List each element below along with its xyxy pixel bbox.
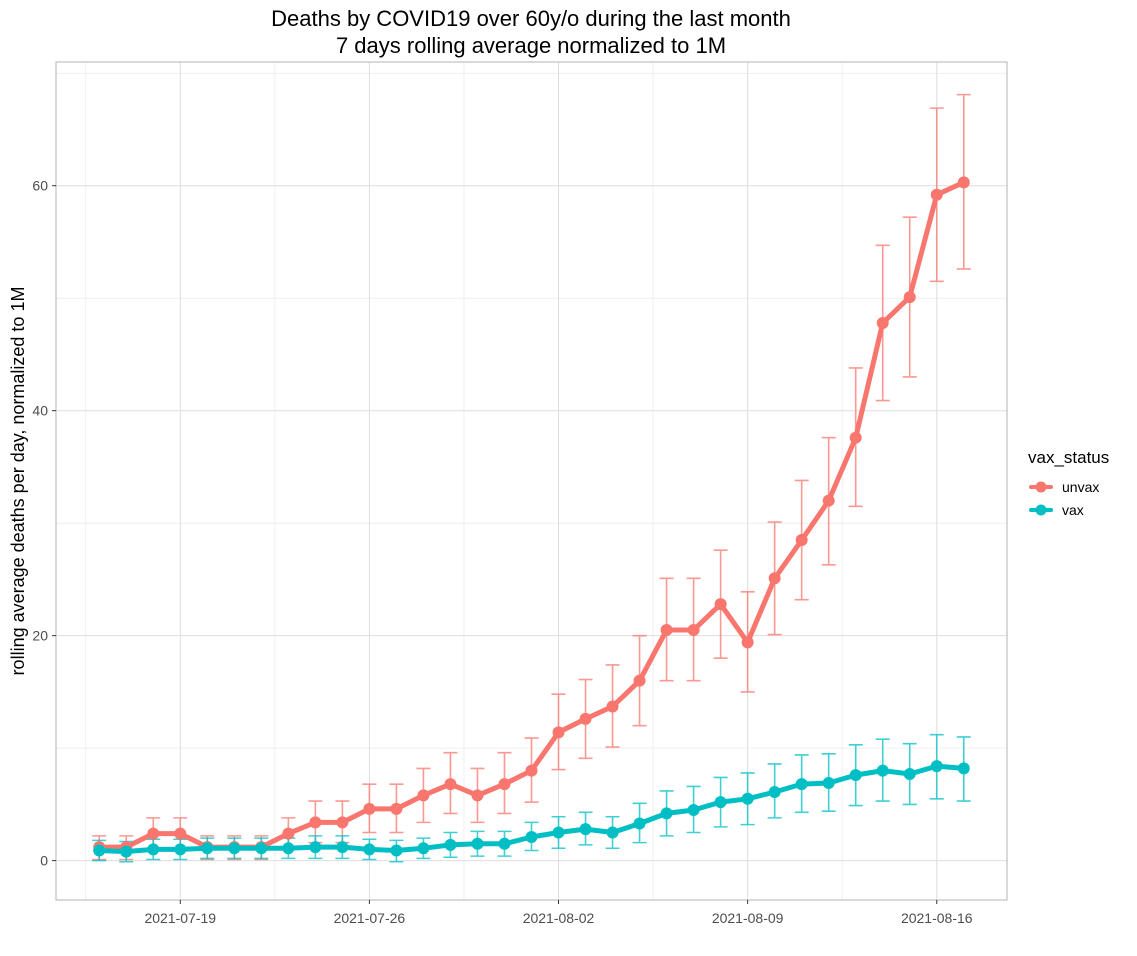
minor-gridlines-x bbox=[85, 62, 843, 900]
data-point-unvax bbox=[579, 712, 592, 725]
data-point-unvax bbox=[795, 534, 808, 547]
data-point-vax bbox=[741, 792, 754, 805]
legend-label-unvax: unvax bbox=[1062, 479, 1099, 495]
data-point-unvax bbox=[525, 764, 538, 777]
data-point-vax bbox=[903, 768, 916, 781]
x-axis: 2021-07-19 2021-07-26 2021-08-02 2021-08-09… bbox=[144, 900, 973, 926]
data-point-vax bbox=[147, 843, 160, 856]
legend-item-vax: vax bbox=[1029, 502, 1084, 518]
data-point-unvax bbox=[174, 827, 187, 840]
data-point-vax bbox=[390, 844, 403, 857]
chart-subtitle: 7 days rolling average normalized to 1M bbox=[336, 33, 726, 58]
data-point-vax bbox=[687, 804, 700, 817]
data-point-unvax bbox=[498, 778, 511, 791]
data-point-vax bbox=[606, 826, 619, 839]
data-point-vax bbox=[444, 838, 457, 851]
major-gridlines-x bbox=[179, 62, 938, 900]
legend-key-dot-unvax bbox=[1035, 481, 1047, 493]
x-tick-label: 2021-07-26 bbox=[334, 910, 406, 926]
data-point-unvax bbox=[282, 827, 295, 840]
data-point-unvax bbox=[471, 789, 484, 802]
data-point-unvax bbox=[822, 494, 835, 507]
data-point-unvax bbox=[714, 598, 727, 611]
data-point-vax bbox=[174, 843, 187, 856]
data-point-unvax bbox=[363, 802, 376, 815]
data-point-vax bbox=[822, 777, 835, 790]
data-point-vax bbox=[957, 762, 970, 775]
y-axis: 0 20 40 60 bbox=[32, 178, 56, 869]
y-tick-label: 40 bbox=[32, 403, 48, 419]
y-tick-label: 20 bbox=[32, 628, 48, 644]
data-point-unvax bbox=[930, 188, 943, 201]
y-tick-label: 0 bbox=[40, 853, 48, 869]
data-point-unvax bbox=[741, 636, 754, 649]
data-point-unvax bbox=[876, 316, 889, 329]
point-layer bbox=[93, 176, 970, 858]
points-vax bbox=[93, 760, 970, 858]
legend: vax_status unvax vax bbox=[1028, 448, 1109, 518]
data-point-unvax bbox=[633, 674, 646, 687]
data-point-vax bbox=[714, 796, 727, 809]
data-point-unvax bbox=[957, 176, 970, 189]
legend-key-dot-vax bbox=[1035, 504, 1047, 516]
plot-panel-border bbox=[55, 61, 1008, 901]
data-point-unvax bbox=[606, 700, 619, 713]
data-point-unvax bbox=[336, 816, 349, 829]
chart-title: Deaths by COVID19 over 60y/o during the … bbox=[271, 6, 791, 31]
y-tick-label: 60 bbox=[32, 178, 48, 194]
data-point-unvax bbox=[660, 624, 673, 637]
data-point-vax bbox=[201, 842, 214, 855]
data-point-vax bbox=[768, 786, 781, 799]
data-point-unvax bbox=[147, 827, 160, 840]
data-point-unvax bbox=[444, 778, 457, 791]
data-point-vax bbox=[336, 841, 349, 854]
y-axis-title: rolling average deaths per day, normaliz… bbox=[8, 287, 28, 676]
data-point-vax bbox=[417, 842, 430, 855]
data-point-unvax bbox=[687, 624, 700, 637]
data-point-vax bbox=[282, 842, 295, 855]
data-point-vax bbox=[930, 760, 943, 773]
data-point-vax bbox=[849, 769, 862, 782]
data-point-vax bbox=[525, 831, 538, 844]
legend-item-unvax: unvax bbox=[1029, 479, 1099, 495]
data-point-vax bbox=[633, 817, 646, 830]
data-point-vax bbox=[471, 837, 484, 850]
data-point-vax bbox=[120, 845, 133, 858]
data-point-vax bbox=[876, 764, 889, 777]
x-tick-label: 2021-08-16 bbox=[901, 910, 973, 926]
x-tick-label: 2021-07-19 bbox=[144, 910, 216, 926]
data-point-unvax bbox=[390, 802, 403, 815]
x-tick-label: 2021-08-02 bbox=[523, 910, 595, 926]
legend-label-vax: vax bbox=[1062, 502, 1084, 518]
data-point-vax bbox=[309, 841, 322, 854]
data-point-vax bbox=[498, 837, 511, 850]
data-point-vax bbox=[255, 842, 268, 855]
data-point-vax bbox=[795, 778, 808, 791]
data-point-vax bbox=[660, 807, 673, 820]
legend-title: vax_status bbox=[1028, 448, 1109, 467]
data-point-vax bbox=[228, 842, 241, 855]
data-point-vax bbox=[93, 844, 106, 857]
x-tick-label: 2021-08-09 bbox=[712, 910, 784, 926]
data-point-vax bbox=[363, 843, 376, 856]
data-point-unvax bbox=[768, 572, 781, 585]
data-point-vax bbox=[552, 826, 565, 839]
data-point-unvax bbox=[309, 816, 322, 829]
data-point-unvax bbox=[552, 726, 565, 739]
major-gridlines-y bbox=[56, 185, 1007, 862]
data-point-unvax bbox=[849, 431, 862, 444]
data-point-vax bbox=[579, 823, 592, 836]
data-point-unvax bbox=[903, 291, 916, 304]
data-point-unvax bbox=[417, 789, 430, 802]
series-layer bbox=[92, 93, 971, 863]
